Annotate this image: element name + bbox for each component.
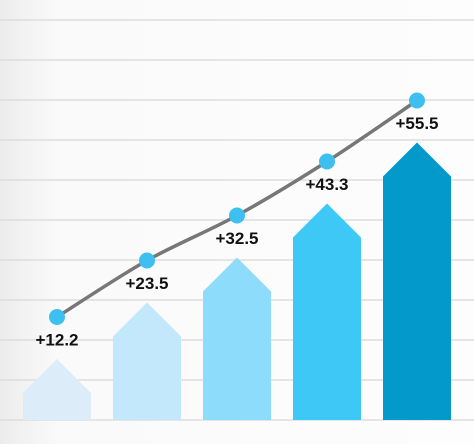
value-label: +12.2 xyxy=(35,330,78,349)
arrow-bar xyxy=(113,302,181,420)
arrow-bar xyxy=(293,203,361,420)
value-label: +55.5 xyxy=(395,114,438,133)
trend-marker xyxy=(229,207,245,224)
trend-marker xyxy=(49,309,65,325)
trend-marker xyxy=(319,153,335,170)
arrow-bar xyxy=(23,359,91,420)
arrow-bar xyxy=(203,257,271,420)
arrow-bar xyxy=(383,142,451,420)
value-label: +43.3 xyxy=(305,175,348,194)
trend-marker xyxy=(139,252,155,269)
value-label: +32.5 xyxy=(215,229,258,248)
value-label: +23.5 xyxy=(125,274,168,293)
trend-marker xyxy=(409,92,425,109)
